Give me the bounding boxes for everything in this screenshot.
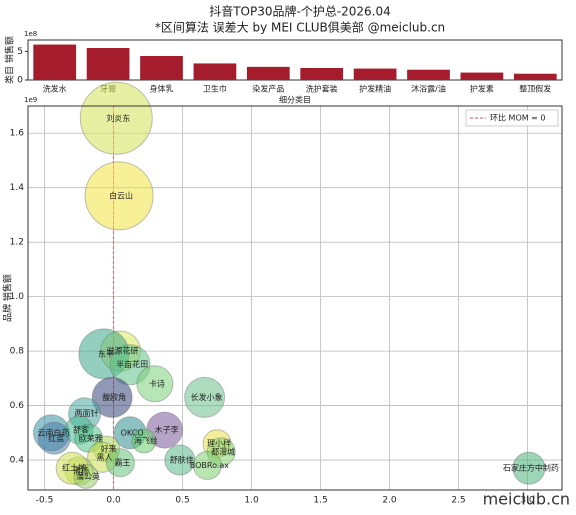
x-tick-label: 0.0 [106,496,121,506]
y-tick-label: 0.6 [10,401,25,411]
bar [33,44,77,80]
offset-label: 1e9 [24,96,37,104]
bubble-label: 红蓝 [48,433,64,443]
y-tick-label: 1.4 [10,183,25,193]
bubble-label: 木子李 [155,425,179,435]
y-tick-label: 0.8 [10,347,25,357]
x-tick-label: 身体乳 [150,84,174,94]
bubble-label: 霸王 [114,458,130,467]
x-tick-label: -0.5 [36,496,54,506]
x-tick-label: 整顶假发 [519,84,551,94]
bubble-label: 海飞丝 [134,435,158,445]
bubble-label: 舒肤佳 [170,455,194,465]
bubble-label: 卡诗 [149,378,165,388]
chart-subtitle: *区间算法 误差大 by MEI CLUB俱美部 @meiclub.cn [155,20,445,35]
offset-label: 1e8 [24,30,37,38]
x-tick-label: 2.0 [382,496,397,506]
x-axis-label: 细分类目 [279,95,311,105]
x-tick-label: 沐浴露/油 [411,84,446,94]
bubble [192,450,222,480]
x-tick-label: 3.0 [520,496,535,506]
bubble-label: 云南白药 [37,427,69,437]
bubble-label: 蒲公英 [76,471,100,481]
bubble-label: 欧莱雅 [79,433,103,443]
bubble-label: 好来 [101,444,117,454]
bar [86,48,130,80]
y-tick-label: 5 [17,47,23,57]
x-tick-label: 洗发水 [43,84,67,94]
bar [300,68,344,80]
y-tick-label: 1.2 [10,238,24,248]
bubble-label: OKCO [121,428,144,437]
bubble [136,365,174,403]
x-tick-label: 0.5 [175,496,189,506]
bubble-label: 滋源花研 [106,346,138,356]
x-tick-label: 2.5 [451,496,465,506]
bar [513,73,557,80]
bubble-label: 舒客 [73,425,89,435]
bubble-label: 清扬 [73,465,89,475]
bubble-label: 刘炎东 [106,113,130,123]
x-tick-label: 卫生巾 [203,84,227,94]
bubble-label: 半亩花田 [116,359,148,369]
legend-label: 环比 MOM = 0 [490,113,546,123]
bubble-label: 都漫城 [211,446,235,456]
bubble [512,451,546,485]
bubble [131,428,157,454]
y-axis-label: 品牌 销售额 [2,274,14,322]
bubble-label: 两面针 [75,408,99,418]
bubble [73,463,99,489]
x-tick-label: 1.0 [244,496,259,506]
bubble-label: 馥欧角 [102,392,126,402]
bar [353,68,397,80]
bubble-label: 东平 [98,348,114,358]
bubble-label: 理小样 [207,438,231,448]
x-tick-label: 护发素 [470,84,494,94]
bubble-label: 红土地 [62,463,86,473]
chart-title: 抖音TOP30品牌-个护总-2026.04 [209,4,391,19]
x-tick-label: 护发精油 [359,84,391,94]
watermark: meiclub.cn [483,490,570,509]
bubble [105,448,135,478]
bar [140,56,183,80]
bubble [84,161,154,231]
x-tick-label: 1.5 [313,496,327,506]
bubble [184,376,226,418]
bar [460,72,504,80]
bubble-label: 白云山 [109,190,133,200]
y-tick-label: 1.6 [10,129,25,139]
x-tick-label: 染发产品 [252,84,284,94]
bubble-label: 黑人 [97,453,113,462]
bar [407,69,450,80]
y-axis-label: 类目 销售额 [4,36,16,84]
y-tick-label: 1.0 [10,292,25,302]
x-tick-label: 洗护套装 [306,84,338,94]
bubble-label: 石家庄方中制药 [503,463,559,473]
y-tick-label: 0 [17,76,23,86]
bubble [91,376,133,418]
plot-frame [27,39,563,81]
bar [246,66,290,80]
y-tick-label: 0.4 [10,456,25,466]
plot-frame [27,105,563,491]
bar [193,63,237,80]
bubble-label: BOBRo.ax [190,461,230,470]
legend-box [465,109,559,127]
bubble [79,81,153,155]
bubble-label: 长发小象 [191,392,223,402]
